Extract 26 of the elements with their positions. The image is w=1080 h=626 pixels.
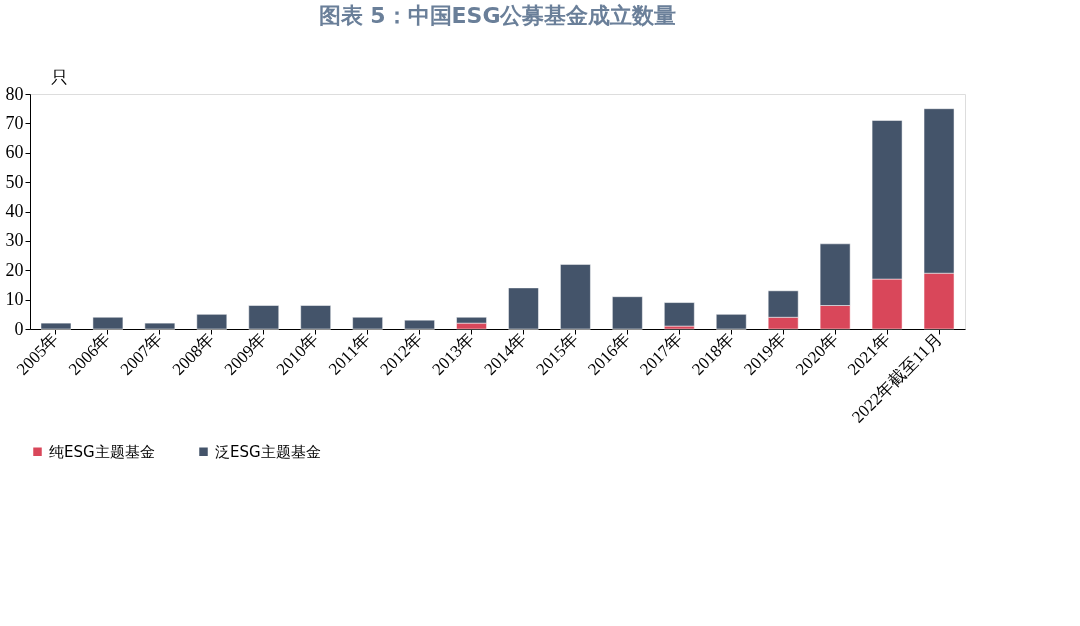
bar bbox=[404, 319, 435, 330]
bar bbox=[248, 305, 279, 330]
bar bbox=[144, 322, 176, 330]
y-tick-label: 40 bbox=[5, 201, 24, 221]
bar bbox=[508, 287, 539, 330]
legend-label: 泛ESG主题基金 bbox=[215, 442, 321, 461]
legend-label: 纯ESG主题基金 bbox=[49, 442, 155, 461]
y-tick-label: 60 bbox=[5, 142, 24, 163]
bar bbox=[196, 314, 228, 330]
y-tick-label: 10 bbox=[5, 289, 24, 310]
y-tick-label: 30 bbox=[5, 230, 24, 251]
bar bbox=[716, 314, 747, 330]
chart-title: 图表 5：中国ESG公募基金成立数量 bbox=[318, 3, 677, 28]
bar bbox=[40, 322, 72, 330]
bar bbox=[300, 305, 331, 330]
bar bbox=[92, 317, 124, 330]
y-axis-title: 只 bbox=[50, 66, 68, 87]
y-tick-label: 20 bbox=[5, 259, 24, 280]
bar bbox=[560, 264, 591, 330]
y-tick-label: 70 bbox=[5, 112, 24, 133]
bar bbox=[612, 296, 643, 330]
bar bbox=[352, 317, 383, 330]
y-tick-label: 0 bbox=[14, 318, 24, 339]
y-tick-label: 80 bbox=[5, 83, 24, 104]
bar bbox=[664, 302, 695, 327]
y-tick-label: 50 bbox=[5, 171, 24, 192]
